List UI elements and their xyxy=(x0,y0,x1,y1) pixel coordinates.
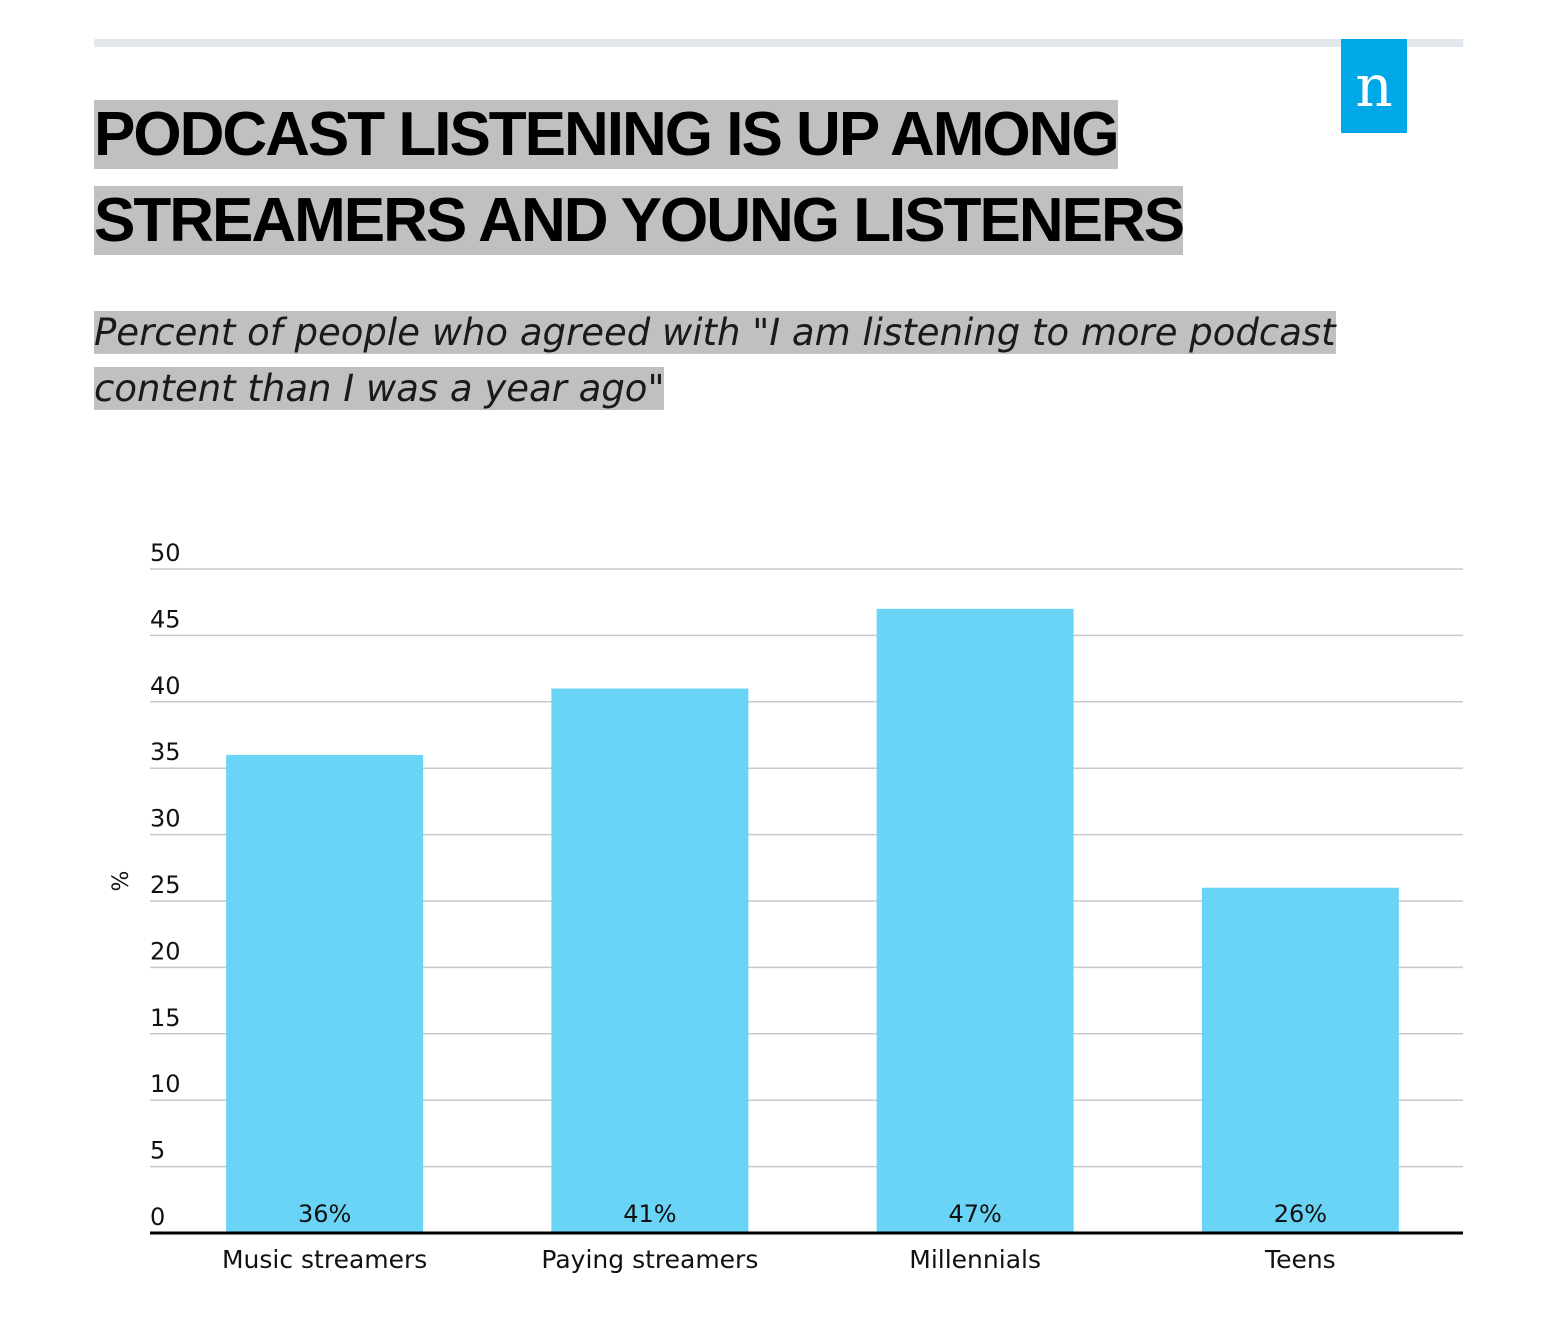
y-tick-10: 10 xyxy=(150,1070,181,1098)
y-tick-20: 20 xyxy=(150,937,181,965)
bars xyxy=(226,608,1399,1233)
data-labels: 36% 41% 47% 26% xyxy=(298,1200,1327,1228)
x-category-3: Teens xyxy=(1264,1245,1336,1274)
y-axis-ticks: 0 5 10 15 20 25 30 35 40 45 50 xyxy=(150,539,181,1231)
bar-1 xyxy=(551,688,749,1233)
x-category-1: Paying streamers xyxy=(541,1245,758,1274)
data-label-2: 47% xyxy=(948,1200,1001,1228)
x-category-0: Music streamers xyxy=(222,1245,427,1274)
y-tick-35: 35 xyxy=(150,738,181,766)
y-tick-45: 45 xyxy=(150,605,181,633)
y-tick-30: 30 xyxy=(150,805,181,833)
y-tick-50: 50 xyxy=(150,539,181,567)
chart-title: PODCAST LISTENING IS UP AMONG STREAMERS … xyxy=(94,92,1204,264)
data-label-0: 36% xyxy=(298,1200,351,1228)
y-tick-25: 25 xyxy=(150,871,181,899)
nielsen-logo: n xyxy=(1341,39,1407,133)
data-label-1: 41% xyxy=(623,1200,676,1228)
data-label-3: 26% xyxy=(1274,1200,1327,1228)
x-category-2: Millennials xyxy=(909,1245,1041,1274)
y-axis-label: % xyxy=(109,871,134,892)
y-tick-15: 15 xyxy=(150,1004,181,1032)
y-tick-5: 5 xyxy=(150,1137,165,1165)
y-tick-0: 0 xyxy=(150,1203,165,1231)
y-tick-40: 40 xyxy=(150,672,181,700)
chart-subtitle: Percent of people who agreed with "I am … xyxy=(94,305,1424,417)
x-axis-categories: Music streamers Paying streamers Millennia… xyxy=(222,1245,1336,1274)
bar-0 xyxy=(226,754,424,1233)
bar-2 xyxy=(876,608,1074,1233)
bar-3 xyxy=(1201,887,1399,1233)
top-rule xyxy=(94,39,1463,47)
